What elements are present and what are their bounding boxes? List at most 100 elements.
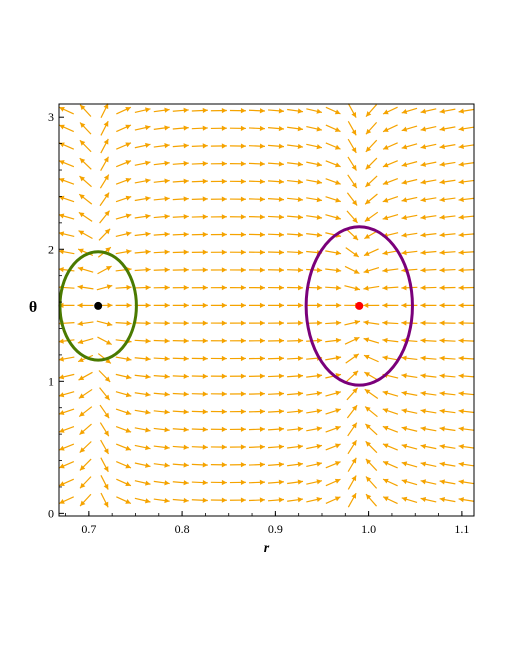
field-arrow <box>191 320 208 326</box>
field-arrow <box>363 248 379 257</box>
x-tick-label: 0.7 <box>81 522 96 536</box>
field-arrow <box>420 461 437 468</box>
field-arrow <box>306 143 323 150</box>
field-arrow <box>58 425 75 433</box>
field-arrow <box>191 355 208 362</box>
field-arrow <box>268 320 285 326</box>
field-arrow <box>248 214 265 220</box>
field-arrow <box>134 497 151 504</box>
field-arrow <box>100 120 109 136</box>
field-arrow <box>420 285 437 291</box>
field-arrow <box>382 408 399 415</box>
field-arrow <box>306 179 323 185</box>
field-arrow <box>210 391 227 397</box>
field-arrow <box>134 409 151 415</box>
field-arrow <box>77 266 94 273</box>
field-arrow <box>58 160 75 168</box>
field-arrow <box>420 355 437 361</box>
field-arrow <box>420 161 437 167</box>
field-arrow <box>210 214 227 220</box>
field-arrow <box>439 179 456 185</box>
field-arrow <box>229 355 246 362</box>
field-arrow <box>153 285 170 291</box>
field-arrow <box>439 408 456 414</box>
field-arrow <box>100 439 110 455</box>
field-arrow <box>458 143 475 150</box>
field-arrow <box>58 391 75 398</box>
field-arrow <box>347 422 358 437</box>
field-arrow <box>100 492 109 508</box>
field-arrow <box>77 302 94 308</box>
field-arrow <box>401 285 418 291</box>
field-arrow <box>268 179 285 185</box>
field-arrow <box>79 175 92 188</box>
field-arrow <box>191 161 208 167</box>
field-arrow <box>58 177 75 185</box>
field-arrow <box>439 196 456 203</box>
field-arrow <box>229 373 246 379</box>
field-arrow <box>153 462 170 468</box>
field-arrow <box>79 493 92 507</box>
field-arrow <box>172 160 189 167</box>
field-arrow <box>116 142 132 150</box>
field-arrow <box>191 214 208 220</box>
field-arrow <box>172 373 189 379</box>
field-arrow <box>268 444 285 450</box>
field-arrow <box>115 373 132 380</box>
field-arrow <box>248 161 265 167</box>
field-arrow <box>382 250 399 256</box>
field-arrow <box>306 390 323 397</box>
field-arrow <box>153 409 170 415</box>
field-arrow <box>439 338 456 344</box>
field-arrow <box>229 231 246 238</box>
field-arrow <box>172 196 189 202</box>
field-arrow <box>248 391 265 397</box>
field-arrow <box>268 426 285 432</box>
field-arrow <box>78 406 93 418</box>
field-arrow <box>134 249 151 255</box>
field-arrow <box>229 338 246 344</box>
field-arrow <box>210 338 227 344</box>
field-arrow <box>210 231 227 238</box>
field-arrow <box>306 232 323 238</box>
field-arrow <box>229 125 246 131</box>
field-arrow <box>325 461 341 469</box>
field-arrow <box>365 458 378 472</box>
field-arrow <box>287 267 304 273</box>
field-arrow <box>229 479 246 486</box>
field-arrow <box>99 174 110 189</box>
field-arrow <box>268 497 285 503</box>
field-arrow <box>347 174 358 189</box>
field-arrow <box>268 391 285 397</box>
field-arrow <box>420 249 437 256</box>
field-arrow <box>172 178 189 184</box>
field-arrow <box>458 338 475 344</box>
field-arrow <box>382 355 399 361</box>
field-arrow <box>306 267 323 273</box>
field-arrow <box>365 423 378 436</box>
field-arrow <box>172 249 189 255</box>
field-arrow <box>172 391 189 397</box>
field-arrow <box>382 425 399 433</box>
field-arrow <box>134 213 151 219</box>
field-arrow <box>287 461 304 467</box>
field-arrow <box>248 302 265 308</box>
field-arrow <box>98 228 111 241</box>
field-arrow <box>153 160 170 166</box>
field-arrow <box>268 108 285 114</box>
field-arrow <box>345 370 359 383</box>
field-arrow <box>364 406 378 418</box>
field-arrow <box>382 302 399 308</box>
field-arrow <box>268 479 285 485</box>
field-arrow <box>345 228 359 241</box>
field-arrow <box>115 231 132 237</box>
field-arrow <box>99 210 111 224</box>
field-arrow <box>268 232 285 238</box>
equilibrium-point <box>94 301 103 310</box>
field-arrow <box>382 106 398 115</box>
field-arrow <box>268 125 285 132</box>
field-arrow <box>439 373 456 379</box>
field-arrow <box>153 249 170 255</box>
field-arrow <box>458 267 475 273</box>
field-arrow <box>345 247 360 258</box>
